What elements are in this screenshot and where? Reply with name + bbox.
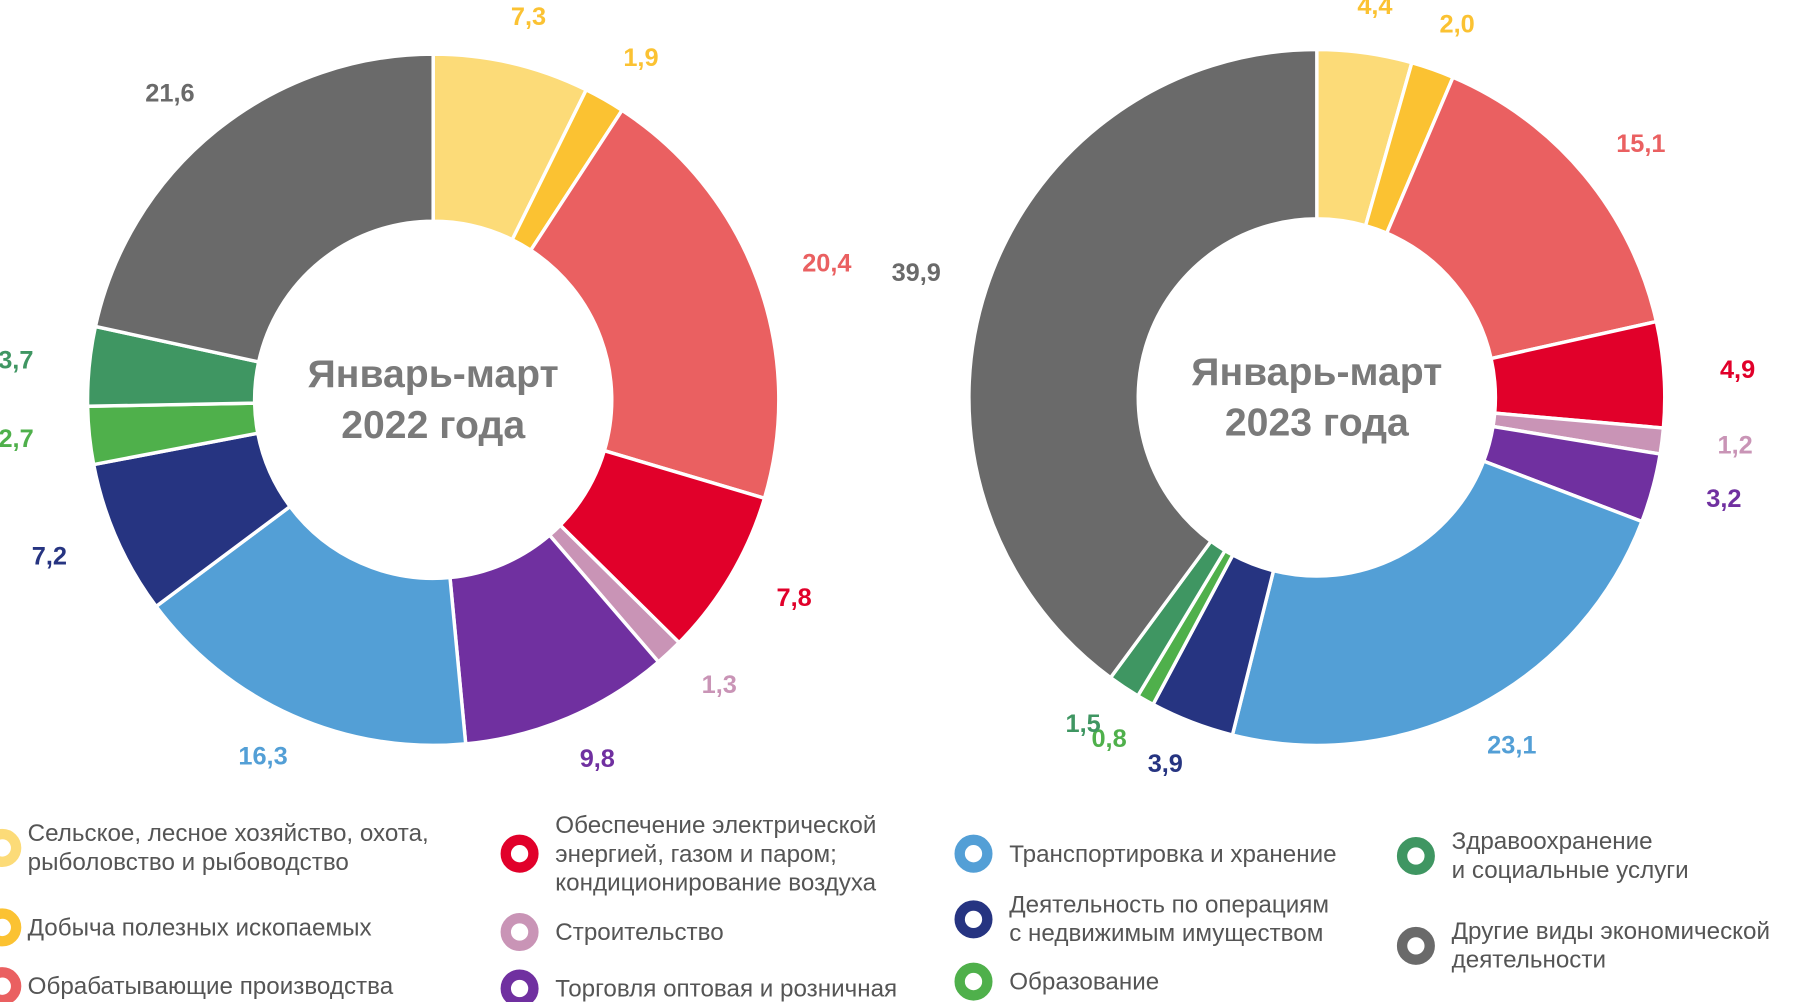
value-label: 4,9 [1720,356,1755,384]
value-label: 2,7 [0,425,34,453]
legend-label: Обрабатывающие производства [27,972,394,1000]
legend-label: Строительство [555,918,724,946]
legend-marker [0,908,22,947]
value-label: 20,4 [802,249,851,277]
value-label: 3,9 [1148,750,1183,778]
value-label: 39,9 [892,259,941,287]
value-label: 1,3 [702,671,737,699]
legend-label: Другие виды экономической деятельности [1451,918,1771,974]
legend-marker [500,834,539,873]
value-label: 9,8 [580,745,615,773]
legend-marker [500,913,539,952]
value-label: 0,8 [1091,725,1126,753]
chart-title: Январь-март 2023 года [1191,350,1443,445]
value-label: 1,2 [1718,432,1753,460]
legend-label: Торговля оптовая и розничная [555,975,898,1002]
slice [528,107,781,501]
slice [967,47,1319,681]
value-label: 7,2 [32,542,67,570]
legend-label: Обеспечение электрической энергией, газо… [555,811,877,896]
legend-marker [1396,926,1435,965]
legend-marker [1396,836,1435,876]
value-label: 7,3 [511,3,546,31]
legend-label: Деятельность по операциям с недвижимым и… [1009,891,1329,948]
value-label: 2,0 [1440,11,1475,39]
legend-marker [954,834,993,873]
value-label: 3,2 [1706,485,1741,513]
value-label: 7,8 [777,584,812,612]
value-label: 4,4 [1357,0,1392,20]
value-label: 23,1 [1487,732,1536,760]
legend-label: Транспортировка и хранение [1009,840,1337,867]
value-label: 21,6 [145,80,194,108]
value-label: 15,1 [1616,130,1665,158]
legend-marker [500,969,539,1002]
legend-label: Сельское, лесное хозяйство, охота, рыбол… [27,820,429,876]
value-label: 1,5 [1066,710,1101,738]
legend-marker [954,962,993,1001]
legend-label: Образование [1009,968,1160,995]
legend-marker [0,828,22,867]
legend-label: Добыча полезных ископаемых [27,914,372,941]
value-label: 16,3 [238,742,287,770]
legend-label: Здравоохранение и социальные услуги [1451,828,1689,884]
chart-title: Январь-март 2022 года [307,352,559,448]
value-label: 3,7 [0,346,33,374]
value-label: 1,9 [623,44,658,72]
slice [153,504,468,748]
slice [1384,75,1659,361]
slice [93,52,435,364]
legend-marker [0,967,22,1002]
legend-marker [954,900,993,939]
slice [1230,458,1645,748]
